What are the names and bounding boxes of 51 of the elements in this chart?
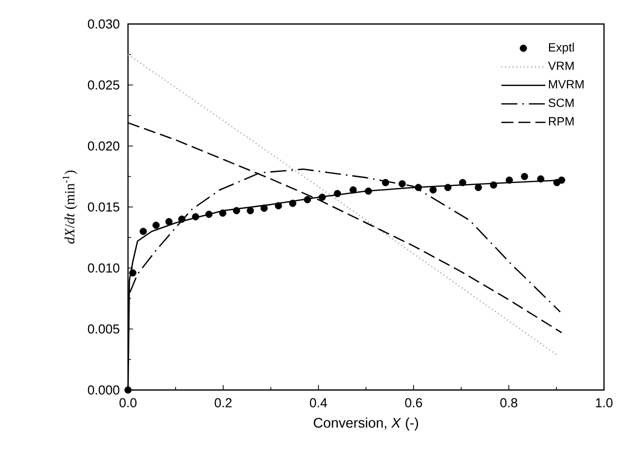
y-tick-label: 0.020: [88, 141, 120, 151]
y-axis-title: dX/dt (min$^{-1}$): [62, 170, 78, 244]
point: [205, 210, 213, 218]
point: [129, 269, 136, 276]
point: [246, 207, 254, 214]
point: [537, 175, 544, 183]
point: [260, 204, 268, 212]
point: [364, 188, 372, 195]
x-tick-label: 0.6: [405, 398, 422, 408]
y-tick-label: 0.010: [88, 263, 120, 273]
legend-label: MVRM: [549, 80, 584, 88]
point: [382, 178, 390, 186]
point: [459, 178, 466, 186]
legend-label: VRM: [548, 62, 574, 70]
point: [430, 186, 437, 194]
point: [334, 190, 342, 198]
point: [304, 196, 312, 204]
point: [520, 172, 528, 180]
point: [140, 228, 147, 235]
x-tick-label: 0.8: [500, 398, 518, 408]
point: [506, 176, 513, 184]
point: [124, 386, 132, 394]
point: [274, 202, 282, 210]
point: [558, 176, 566, 184]
y-tick-label: 0.030: [88, 19, 120, 29]
point: [232, 207, 240, 214]
point: [350, 186, 357, 194]
legend-label: SCM: [548, 98, 574, 108]
point: [152, 222, 160, 229]
y-tick-label: 0.015: [88, 202, 120, 212]
point: [219, 209, 226, 217]
legend-label: Exptl: [549, 42, 574, 54]
x-tick-label: 0.2: [214, 398, 232, 408]
point: [289, 200, 296, 207]
y-tick-label: 0.025: [88, 80, 120, 90]
x-tick-label: 0.4: [310, 398, 328, 408]
point: [192, 213, 200, 220]
point: [165, 218, 173, 226]
y-tick-label: 0.000: [88, 385, 120, 395]
point: [414, 184, 422, 192]
x-axis-title: Conversion, X (-): [314, 417, 418, 430]
point: [444, 184, 452, 192]
point: [474, 184, 482, 192]
point: [398, 180, 406, 188]
point: [490, 181, 498, 189]
legend-label: RPM: [549, 117, 574, 126]
x-tick-label: 1.0: [596, 398, 613, 408]
x-tick-label: 0.0: [120, 398, 137, 408]
point: [178, 216, 186, 223]
point: [318, 194, 326, 201]
y-tick-label: 0.005: [88, 324, 120, 334]
